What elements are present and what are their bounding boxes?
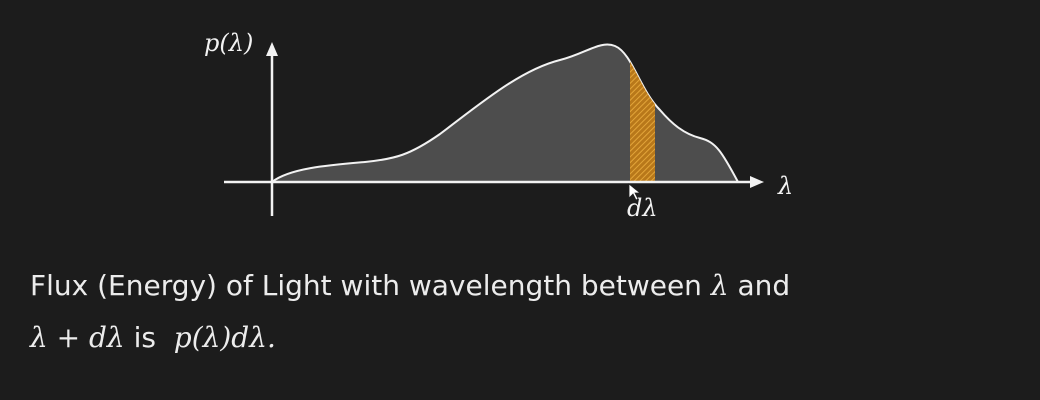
mouse-cursor-icon <box>628 183 642 201</box>
caption-math-range: λ + dλ <box>30 321 125 354</box>
caption-text-is: is <box>124 321 174 354</box>
y-axis-label: p(λ) <box>204 29 253 57</box>
x-axis-arrow <box>750 176 764 188</box>
y-axis-arrow <box>266 42 278 56</box>
x-axis-label: λ <box>777 172 793 200</box>
caption-math-flux: p(λ)dλ. <box>173 321 276 354</box>
caption-text: Flux (Energy) of Light with wavelength b… <box>30 269 711 302</box>
d-lambda-band <box>630 44 655 182</box>
caption-line-1: Flux (Energy) of Light with wavelength b… <box>30 266 790 306</box>
caption-line-2: λ + dλ is p(λ)dλ. <box>30 318 276 358</box>
spectrum-diagram: p(λ) λ dλ <box>204 29 793 222</box>
band-label: dλ <box>627 194 658 222</box>
spectrum-curve <box>269 43 740 183</box>
caption-math-lambda: λ <box>710 269 729 302</box>
caption-text-end: and <box>728 269 791 302</box>
